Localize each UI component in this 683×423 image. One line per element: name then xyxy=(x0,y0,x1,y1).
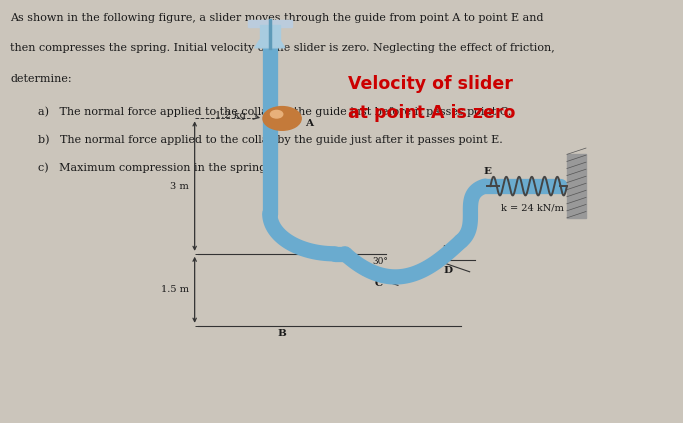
Text: E: E xyxy=(483,167,491,176)
Bar xyxy=(567,154,586,218)
Text: c)   Maximum compression in the spring.: c) Maximum compression in the spring. xyxy=(38,163,269,173)
Text: 30°: 30° xyxy=(372,258,388,266)
Bar xyxy=(260,25,280,40)
Text: Velocity of slider: Velocity of slider xyxy=(348,75,513,93)
Text: A: A xyxy=(305,119,313,128)
Text: C: C xyxy=(375,279,383,288)
Text: 3 m: 3 m xyxy=(171,181,189,191)
Text: b)   The normal force applied to the collar by the guide just after it passes po: b) The normal force applied to the colla… xyxy=(38,135,502,145)
Text: determine:: determine: xyxy=(10,74,72,84)
Text: a)   The normal force applied to the collar by the guide just before it passes p: a) The normal force applied to the colla… xyxy=(38,106,511,117)
Circle shape xyxy=(263,107,301,130)
Text: k = 24 kN/m: k = 24 kN/m xyxy=(501,203,563,212)
Text: 1.2 kg: 1.2 kg xyxy=(215,110,246,120)
Text: 30°: 30° xyxy=(443,245,458,254)
Text: As shown in the following figure, a slider moves through the guide from point A : As shown in the following figure, a slid… xyxy=(10,13,544,23)
Text: then compresses the spring. Initial velocity of the slider is zero. Neglecting t: then compresses the spring. Initial velo… xyxy=(10,43,555,53)
Bar xyxy=(248,20,292,27)
Text: D: D xyxy=(444,266,453,275)
Circle shape xyxy=(270,110,283,118)
Text: B: B xyxy=(278,329,286,338)
Text: 1.5 m: 1.5 m xyxy=(161,285,189,294)
Text: at point A is zero: at point A is zero xyxy=(348,104,516,122)
Polygon shape xyxy=(255,40,285,48)
